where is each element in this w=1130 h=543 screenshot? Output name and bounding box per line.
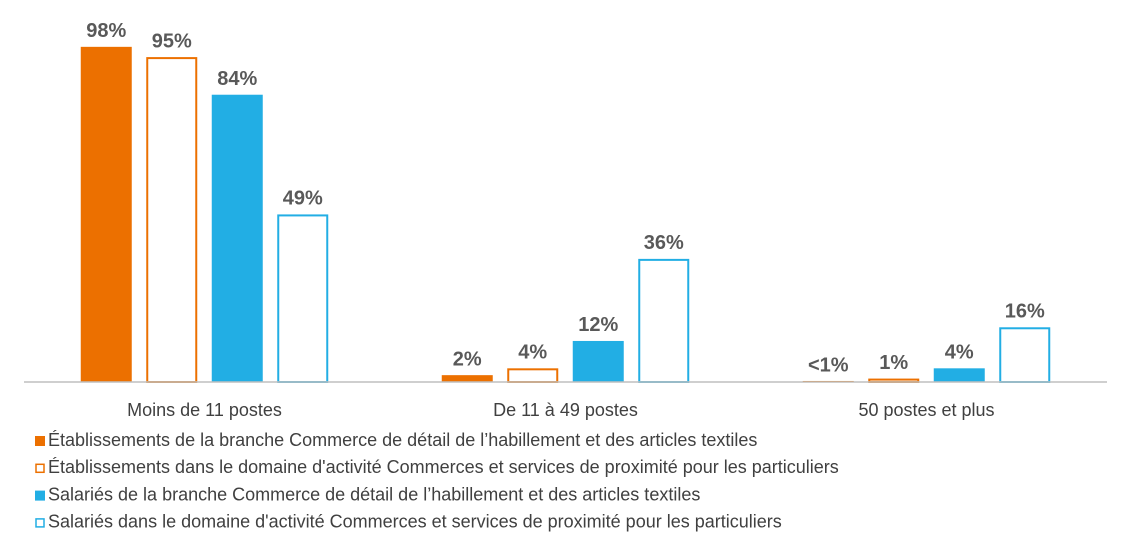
data-label: 1% xyxy=(879,352,908,374)
legend-label: Salariés de la branche Commerce de détai… xyxy=(48,484,700,504)
data-label: 4% xyxy=(518,342,547,364)
data-label: 4% xyxy=(945,342,974,364)
x-tick-label: 50 postes et plus xyxy=(858,400,994,420)
bar xyxy=(572,340,624,382)
data-label: 49% xyxy=(283,188,323,210)
legend-marker xyxy=(35,463,45,474)
bar xyxy=(277,214,329,383)
bar xyxy=(146,57,198,383)
data-label: 84% xyxy=(217,68,257,90)
bar xyxy=(211,94,263,382)
legend-label: Salariés dans le domaine d'activité Comm… xyxy=(48,512,782,532)
legend-marker xyxy=(35,518,45,528)
data-label: 36% xyxy=(644,232,684,254)
bar xyxy=(441,375,493,382)
bar xyxy=(999,327,1051,383)
data-label: 95% xyxy=(152,30,192,52)
legend-label: Établissements de la branche Commerce de… xyxy=(48,430,757,450)
bar xyxy=(80,46,132,383)
legend-marker xyxy=(35,436,45,446)
data-label: 98% xyxy=(86,20,126,42)
legend-marker xyxy=(35,490,45,501)
legend-label: Établissements dans le domaine d'activit… xyxy=(48,457,839,477)
bar xyxy=(933,368,985,382)
data-label: 2% xyxy=(453,348,482,370)
data-label: 16% xyxy=(1005,301,1045,323)
data-label: 12% xyxy=(578,314,618,336)
x-tick-label: Moins de 11 postes xyxy=(127,400,282,420)
data-label: <1% xyxy=(808,354,849,376)
x-tick-label: De 11 à 49 postes xyxy=(493,400,638,420)
bar xyxy=(638,258,690,384)
bar xyxy=(507,368,559,384)
